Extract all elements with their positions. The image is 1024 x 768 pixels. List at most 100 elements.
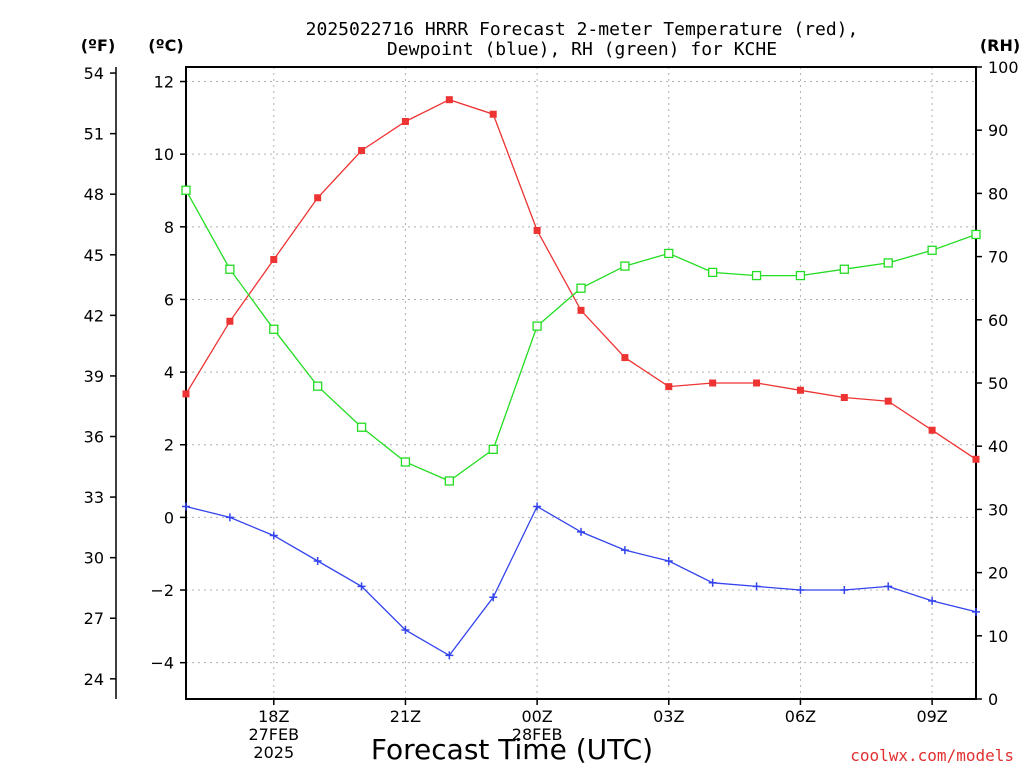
dewpoint-point <box>313 556 322 565</box>
c-tick-label: 2 <box>164 436 174 455</box>
dewpoint-point <box>489 593 498 602</box>
rh-point <box>444 476 454 486</box>
temperature-point <box>621 354 629 362</box>
dewpoint-point <box>972 607 980 616</box>
c-tick-label: 10 <box>154 145 174 164</box>
temperature-point <box>577 306 585 314</box>
dewpoint-point <box>928 596 937 605</box>
rh-tick-label: 70 <box>988 248 1008 267</box>
rh-tick-label: 50 <box>988 374 1008 393</box>
temperature-point <box>796 386 804 394</box>
temperature-point <box>840 394 848 402</box>
rh-point <box>181 185 191 195</box>
c-tick-label: 12 <box>154 73 174 92</box>
rh-point <box>620 261 630 271</box>
temperature-point <box>709 379 717 387</box>
temperature-point <box>182 390 190 398</box>
x-tick-label: 00Z <box>521 707 552 726</box>
rh-point <box>927 245 937 255</box>
frame-layer <box>185 66 977 700</box>
temperature-point <box>270 256 278 264</box>
rh-tick-label: 20 <box>988 564 1008 583</box>
c-tick-label: 8 <box>164 218 174 237</box>
dewpoint-point <box>664 556 673 565</box>
temperature-point <box>928 426 936 434</box>
rh-point <box>795 270 806 281</box>
temperature-point <box>972 455 980 463</box>
rh-point <box>883 258 893 268</box>
rh-tick-label: 80 <box>988 184 1008 203</box>
rh-tick-label: 90 <box>988 121 1008 140</box>
rh-point <box>225 264 235 274</box>
dewpoint-point <box>840 586 849 595</box>
temperature-point <box>665 383 673 391</box>
unit-fahrenheit: (ºF) <box>81 36 116 55</box>
f-tick-label: 51 <box>84 125 104 144</box>
dewpoint-point <box>577 527 585 536</box>
c-tick-label: 4 <box>164 363 174 382</box>
rh-tick-label: 60 <box>988 311 1008 330</box>
f-tick-label: 24 <box>84 670 104 689</box>
rh-point <box>269 324 279 334</box>
chart-title-line2: Dewpoint (blue), RH (green) for KCHE <box>387 39 777 60</box>
rh-tick-label: 40 <box>988 437 1008 456</box>
plot-frame <box>185 66 977 700</box>
f-tick-label: 39 <box>84 367 104 386</box>
f-tick-label: 33 <box>84 488 104 507</box>
x-axis-label: Forecast Time (UTC) <box>371 733 653 766</box>
axis-layer: 5451484542393633302724121086420−2−410090… <box>84 58 1019 762</box>
x-tick-label: 2025 <box>253 743 294 762</box>
rh-point <box>708 267 718 278</box>
f-tick-label: 42 <box>84 306 104 325</box>
dewpoint-point <box>884 582 893 591</box>
temperature-point <box>226 317 234 325</box>
temperature-point <box>401 117 409 125</box>
temperature-point <box>533 226 541 234</box>
rh-point <box>664 248 674 259</box>
dewpoint-point <box>269 531 278 540</box>
temperature-point <box>489 110 497 118</box>
dewpoint-point <box>620 546 629 555</box>
dewpoint-point <box>533 502 542 511</box>
chart-title-line1: 2025022716 HRRR Forecast 2-meter Tempera… <box>306 19 859 40</box>
rh-point <box>971 229 981 240</box>
rh-tick-label: 30 <box>988 500 1008 519</box>
rh-point <box>576 283 586 293</box>
temperature-line <box>185 98 977 460</box>
rh-tick-label: 100 <box>988 58 1019 77</box>
f-tick-label: 27 <box>84 609 104 628</box>
dewpoint-point <box>225 513 234 522</box>
rh-point <box>751 270 762 281</box>
rh-tick-label: 0 <box>988 690 998 709</box>
dewpoint-point <box>182 502 190 511</box>
unit-rh: (RH) <box>980 36 1020 55</box>
x-tick-label: 18Z <box>258 707 289 726</box>
dewpoint-point <box>708 578 717 587</box>
dewpoint-point <box>752 582 761 591</box>
f-tick-label: 48 <box>84 185 104 204</box>
unit-celsius: (ºC) <box>148 36 183 55</box>
x-tick-label: 21Z <box>390 707 421 726</box>
f-tick-label: 36 <box>84 428 104 447</box>
temperature-point <box>445 96 453 104</box>
c-tick-label: −2 <box>150 581 174 600</box>
x-tick-label: 06Z <box>785 707 816 726</box>
rh-point <box>400 457 411 467</box>
rh-point <box>839 264 849 274</box>
rh-point <box>532 321 542 331</box>
series-layer <box>181 96 981 660</box>
c-tick-label: 6 <box>164 290 174 309</box>
dewpoint-point <box>401 625 410 634</box>
dewpoint-point <box>357 582 366 591</box>
rh-tick-label: 10 <box>988 627 1008 646</box>
temperature-point <box>753 379 761 387</box>
f-tick-label: 54 <box>84 64 104 83</box>
c-tick-label: 0 <box>164 508 174 527</box>
temperature-point <box>884 397 892 405</box>
x-tick-label: 27FEB <box>248 725 299 744</box>
rh-line <box>185 189 977 482</box>
temperature-point <box>314 194 322 202</box>
rh-point <box>488 444 498 455</box>
rh-point <box>313 381 323 391</box>
x-tick-label: 28FEB <box>512 725 563 744</box>
